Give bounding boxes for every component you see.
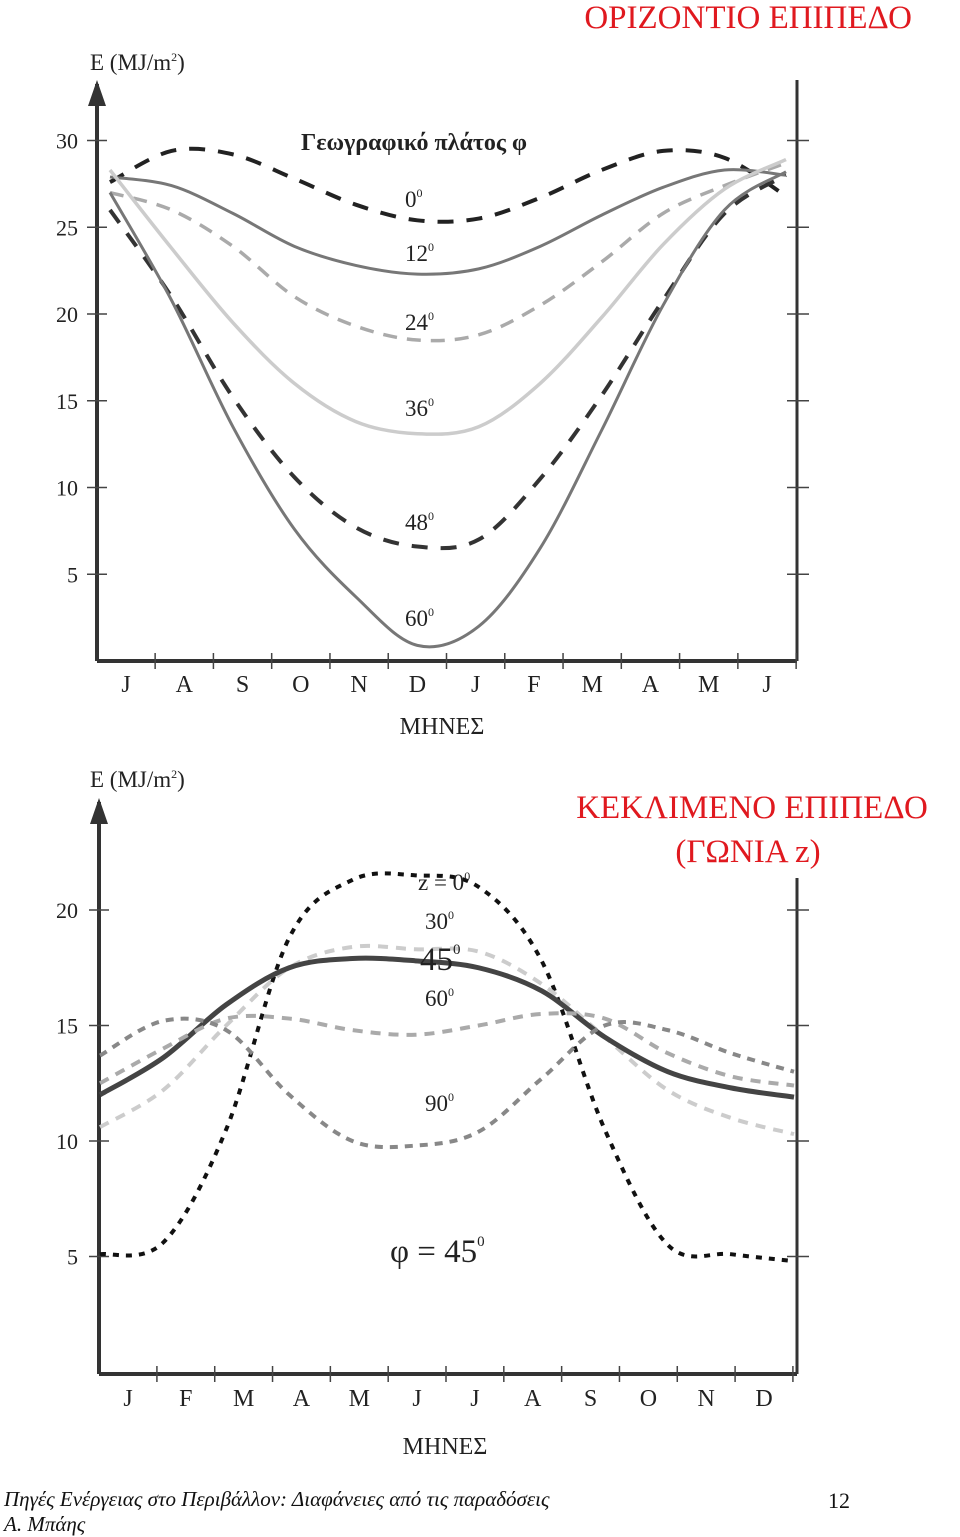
tilted-month-label: F xyxy=(179,1386,192,1412)
horizontal-series-line xyxy=(109,168,787,276)
horizontal-series-label: 120 xyxy=(405,240,434,266)
footer-course-title: Πηγές Ενέργειας στο Περιβάλλον: Διαφάνει… xyxy=(4,1487,550,1511)
horizontal-series-line xyxy=(109,146,788,224)
tilted-month-label: M xyxy=(233,1386,254,1412)
horizontal-y-tick-label: 25 xyxy=(56,215,78,240)
horizontal-month-label: M xyxy=(698,672,719,698)
footer-author: Α. Μπάης xyxy=(4,1512,86,1536)
tilted-month-label: A xyxy=(293,1386,311,1412)
tilted-month-label: J xyxy=(470,1386,479,1412)
tilted-month-label: J xyxy=(412,1386,421,1412)
horizontal-chart-title: ΟΡΙΖΟΝΤΙΟ ΕΠΙΠΕΔΟ xyxy=(584,0,912,36)
horizontal-series-label: 600 xyxy=(405,605,434,631)
horizontal-y-tick-label: 5 xyxy=(67,562,78,587)
tilted-month-label: M xyxy=(349,1386,370,1412)
horizontal-series-line xyxy=(108,158,787,436)
horizontal-series-label: 360 xyxy=(405,395,434,421)
tilted-month-label: J xyxy=(123,1386,132,1412)
tilted-series-line xyxy=(98,943,795,1137)
horizontal-month-label: J xyxy=(762,672,771,698)
tilted-month-label: O xyxy=(640,1386,657,1412)
tilted-month-label: D xyxy=(755,1386,772,1412)
horizontal-x-axis-label: ΜΗΝΕΣ xyxy=(400,714,485,740)
horizontal-month-label: S xyxy=(236,672,249,698)
horizontal-y-tick-label: 10 xyxy=(56,476,78,501)
tilted-series-line xyxy=(99,1011,795,1088)
tilted-y-tick-label: 15 xyxy=(56,1014,78,1039)
horizontal-month-label: A xyxy=(642,672,660,698)
horizontal-series-label: 00 xyxy=(405,186,423,212)
horizontal-y-tick-label: 20 xyxy=(56,302,78,327)
horizontal-y-tick-label: 15 xyxy=(56,389,78,414)
tilted-y-tick-label: 10 xyxy=(56,1129,78,1154)
horizontal-series-label: 480 xyxy=(405,509,434,535)
horizontal-series-line xyxy=(108,173,788,551)
horizontal-series-line xyxy=(109,161,787,343)
tilted-series-label: 600 xyxy=(425,985,454,1011)
tilted-chart-title: ΚΕΚΛΙΜΕΝΟ ΕΠΙΠΕΔΟ xyxy=(576,790,928,826)
horizontal-series-label: 240 xyxy=(405,309,434,335)
horizontal-month-label: J xyxy=(121,672,130,698)
tilted-series-label: 300 xyxy=(425,908,454,934)
tilted-x-axis-label: ΜΗΝΕΣ xyxy=(403,1434,488,1460)
horizontal-month-label: D xyxy=(409,672,426,698)
horizontal-month-label: N xyxy=(350,672,367,698)
horizontal-month-label: M xyxy=(582,672,603,698)
tilted-series-label: 900 xyxy=(425,1090,454,1116)
tilted-y-tick-label: 20 xyxy=(56,898,78,923)
horizontal-month-label: A xyxy=(176,672,194,698)
tilted-series-line xyxy=(98,955,795,1100)
horizontal-series-line xyxy=(108,170,787,649)
tilted-month-label: S xyxy=(584,1386,597,1412)
tilted-y-tick-label: 5 xyxy=(67,1245,78,1270)
tilted-chart-title-line2: (ΓΩΝΙΑ z) xyxy=(675,834,820,870)
tilted-y-axis-arrow xyxy=(90,798,108,824)
horizontal-month-label: J xyxy=(471,672,480,698)
page-number: 12 xyxy=(828,1488,850,1513)
horizontal-chart-subtitle: Γεωγραφικό πλάτος φ xyxy=(301,130,527,156)
tilted-series-label: 450 xyxy=(420,942,461,978)
tilted-series-label: z = 00 xyxy=(418,869,470,895)
horizontal-month-label: F xyxy=(527,672,540,698)
horizontal-y-axis-arrow xyxy=(88,80,106,106)
horizontal-month-label: O xyxy=(292,672,309,698)
tilted-month-label: A xyxy=(524,1386,542,1412)
tilted-month-label: N xyxy=(698,1386,715,1412)
horizontal-y-tick-label: 30 xyxy=(56,129,78,154)
tilted-series-line xyxy=(98,1016,795,1150)
tilted-series-line xyxy=(99,871,795,1264)
tilted-y-axis-label: E (MJ/m2) xyxy=(90,767,185,792)
horizontal-y-axis-label: E (MJ/m2) xyxy=(90,50,185,75)
tilted-latitude-annotation: φ = 450 xyxy=(390,1234,485,1270)
